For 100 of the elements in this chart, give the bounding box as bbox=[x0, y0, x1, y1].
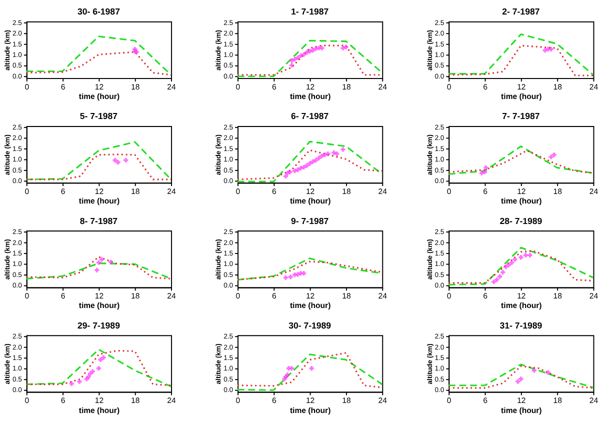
point bbox=[548, 154, 554, 160]
point bbox=[285, 372, 290, 377]
x-axis-title: time (hour) bbox=[78, 196, 120, 206]
x-tick-label: 6 bbox=[483, 82, 488, 92]
line-series bbox=[448, 44, 594, 76]
point bbox=[518, 376, 524, 382]
x-tick-label: 24 bbox=[589, 186, 599, 196]
point bbox=[500, 270, 506, 275]
x-tick-label: 18 bbox=[553, 186, 562, 196]
point bbox=[532, 368, 536, 373]
line-series bbox=[26, 256, 172, 280]
line-series bbox=[26, 36, 172, 76]
x-tick-label: 0 bbox=[236, 82, 241, 92]
x-tick-label: 6 bbox=[272, 186, 276, 196]
x-tick-label: 24 bbox=[378, 186, 388, 196]
x-tick-label: 18 bbox=[131, 186, 140, 196]
x-tick-label: 6 bbox=[60, 186, 66, 196]
x-tick-label: 6 bbox=[60, 82, 66, 92]
x-tick-label: 0 bbox=[24, 396, 30, 406]
x-tick-label: 24 bbox=[167, 396, 177, 406]
point bbox=[546, 370, 550, 375]
point bbox=[314, 158, 318, 162]
point bbox=[98, 357, 103, 362]
x-tick-label: 12 bbox=[517, 396, 526, 406]
point bbox=[498, 274, 502, 279]
point bbox=[101, 355, 106, 360]
x-axis-title: time (hour) bbox=[501, 196, 542, 206]
x-tick-label: 18 bbox=[342, 186, 351, 196]
x-tick-label: 0 bbox=[236, 186, 241, 196]
x-tick-label: 12 bbox=[94, 82, 104, 92]
point bbox=[528, 252, 532, 258]
x-tick-label: 6 bbox=[60, 396, 66, 406]
point bbox=[510, 260, 514, 265]
x-tick-label: 12 bbox=[517, 291, 526, 300]
point bbox=[308, 161, 312, 166]
x-tick-label: 0 bbox=[24, 186, 30, 196]
x-axis-title: time (hour) bbox=[290, 92, 332, 102]
x-tick-label: 12 bbox=[517, 186, 526, 196]
chart-title: 28- 7-1989 bbox=[500, 216, 542, 226]
x-tick-label: 12 bbox=[94, 186, 104, 196]
x-tick-label: 0 bbox=[446, 186, 452, 196]
x-tick-label: 12 bbox=[306, 82, 315, 92]
point bbox=[344, 44, 348, 50]
x-tick-label: 24 bbox=[378, 291, 388, 300]
point bbox=[304, 163, 310, 168]
point bbox=[506, 262, 512, 268]
x-axis-title: time (hour) bbox=[290, 301, 332, 310]
x-axis-title: time (hour) bbox=[501, 301, 542, 310]
x-tick-label: 0 bbox=[236, 396, 241, 406]
x-axis-title: time (hour) bbox=[290, 196, 332, 206]
x-tick-label: 18 bbox=[553, 396, 562, 406]
point bbox=[518, 254, 524, 260]
point bbox=[322, 152, 328, 158]
x-tick-label: 6 bbox=[483, 396, 488, 406]
x-tick-label: 12 bbox=[94, 291, 104, 300]
point bbox=[77, 379, 82, 384]
point bbox=[309, 366, 314, 371]
point bbox=[340, 147, 346, 152]
x-tick-label: 24 bbox=[589, 82, 599, 92]
x-tick-label: 18 bbox=[131, 291, 140, 300]
x-tick-label: 6 bbox=[272, 291, 276, 300]
point bbox=[492, 280, 496, 284]
x-axis-title: time (hour) bbox=[78, 301, 120, 310]
x-tick-label: 6 bbox=[272, 82, 276, 92]
chart-title: 8- 7-1987 bbox=[80, 216, 118, 226]
point bbox=[90, 369, 95, 374]
point bbox=[302, 52, 306, 57]
chart-title: 1- 7-1987 bbox=[291, 6, 329, 17]
x-tick-label: 18 bbox=[553, 291, 562, 300]
point bbox=[516, 379, 520, 384]
x-tick-label: 24 bbox=[378, 396, 388, 406]
x-tick-label: 6 bbox=[60, 291, 66, 300]
chart-title: 7- 7-1987 bbox=[502, 111, 540, 122]
x-axis-title: time (hour) bbox=[78, 92, 120, 102]
point bbox=[289, 58, 294, 63]
point bbox=[482, 170, 488, 174]
point bbox=[512, 257, 518, 262]
x-tick-label: 0 bbox=[24, 82, 30, 92]
x-axis-title: time (hour) bbox=[78, 406, 120, 415]
x-tick-label: 24 bbox=[378, 82, 388, 92]
x-tick-label: 24 bbox=[167, 291, 177, 300]
point bbox=[108, 260, 114, 264]
point bbox=[316, 156, 322, 160]
line-series bbox=[236, 149, 383, 180]
x-tick-label: 12 bbox=[306, 291, 315, 300]
point bbox=[288, 170, 292, 174]
x-tick-label: 18 bbox=[342, 82, 351, 92]
x-tick-label: 18 bbox=[342, 396, 351, 406]
line-series bbox=[448, 146, 594, 175]
point bbox=[320, 46, 324, 50]
x-tick-label: 18 bbox=[342, 291, 351, 300]
point bbox=[96, 260, 102, 265]
x-tick-label: 0 bbox=[236, 291, 241, 300]
chart-title: 5- 7-1987 bbox=[80, 111, 118, 122]
point bbox=[552, 152, 556, 158]
chart-title: 29- 7-1989 bbox=[77, 320, 120, 330]
x-tick-label: 18 bbox=[131, 396, 140, 406]
x-tick-label: 12 bbox=[517, 82, 526, 92]
x-tick-label: 0 bbox=[446, 291, 452, 300]
x-axis-title: time (hour) bbox=[290, 406, 332, 415]
